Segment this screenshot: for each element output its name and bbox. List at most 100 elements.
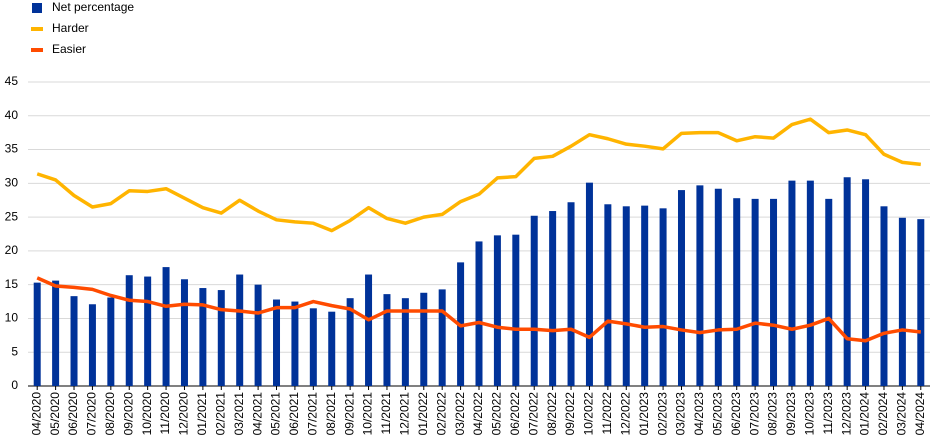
legend-label: Harder [52, 21, 89, 35]
x-tick-label: 12/2020 [177, 392, 191, 436]
bar [291, 301, 299, 386]
x-tick-label: 01/2021 [195, 392, 209, 436]
bar [107, 297, 115, 386]
legend-marker [32, 3, 42, 13]
x-tick-label: 03/2021 [232, 392, 246, 436]
x-tick-label: 11/2022 [600, 392, 614, 435]
bar [567, 202, 575, 386]
bar [677, 190, 685, 386]
x-tick-label: 11/2020 [158, 392, 172, 435]
x-tick-label: 04/2020 [29, 392, 43, 436]
bar [309, 308, 317, 386]
x-tick-label: 10/2020 [140, 392, 154, 436]
bar [493, 235, 501, 386]
x-tick-label: 05/2023 [710, 392, 724, 436]
bar [862, 179, 870, 386]
x-tick-label: 10/2021 [361, 392, 375, 436]
x-tick-label: 08/2023 [766, 392, 780, 436]
bar [328, 311, 336, 386]
x-tick-label: 09/2023 [784, 392, 798, 436]
bar [273, 299, 281, 386]
bar [696, 185, 704, 386]
bar [917, 219, 925, 386]
bar [236, 274, 244, 386]
bar [549, 211, 557, 386]
y-tick-label: 0 [11, 378, 18, 392]
bar [401, 298, 409, 386]
x-tick-label: 07/2020 [85, 392, 99, 436]
x-tick-label: 03/2023 [674, 392, 688, 436]
x-tick-label: 02/2023 [655, 392, 669, 436]
line [36, 276, 921, 343]
x-tick-label: 01/2022 [416, 392, 430, 436]
bar [33, 282, 41, 386]
bar [346, 298, 354, 386]
x-tick-label: 07/2022 [526, 392, 540, 436]
bar [898, 217, 906, 386]
x-tick-label: 08/2022 [545, 392, 559, 436]
x-tick-label: 02/2024 [876, 392, 890, 436]
bar [180, 279, 188, 386]
x-tick-label: 10/2022 [582, 392, 596, 436]
bar [52, 280, 60, 386]
x-tick-label: 01/2024 [858, 392, 872, 436]
x-tick-label: 09/2021 [342, 392, 356, 436]
x-tick-label: 06/2021 [287, 392, 301, 436]
x-tick-label: 09/2020 [121, 392, 135, 436]
bar [751, 198, 759, 386]
x-tick-label: 12/2022 [618, 392, 632, 436]
y-tick-label: 30 [5, 176, 19, 190]
x-tick-label: 12/2021 [398, 392, 412, 436]
x-tick-label: 02/2021 [213, 392, 227, 436]
bar [475, 241, 483, 386]
y-tick-label: 45 [5, 74, 19, 88]
y-tick-label: 35 [5, 142, 19, 156]
bar [806, 180, 814, 386]
y-tick-label: 40 [5, 108, 19, 122]
x-tick-label: 05/2020 [48, 392, 62, 436]
x-tick-label: 08/2020 [103, 392, 117, 436]
x-tick-label: 06/2022 [508, 392, 522, 436]
bar [365, 274, 373, 386]
y-tick-label: 20 [5, 243, 19, 257]
bar [420, 292, 428, 386]
x-tick-label: 06/2023 [729, 392, 743, 436]
bar [125, 275, 133, 386]
x-tick-label: 11/2023 [821, 392, 835, 435]
x-tick-label: 05/2021 [269, 392, 283, 436]
bar [438, 289, 446, 386]
bar [254, 284, 262, 386]
bar [714, 188, 722, 386]
line [36, 117, 921, 233]
legend-label: Net percentage [52, 0, 134, 14]
bar [217, 290, 225, 386]
y-tick-label: 15 [5, 277, 19, 291]
bar [530, 215, 538, 386]
x-tick-label: 02/2022 [434, 392, 448, 436]
y-tick-label: 5 [11, 344, 18, 358]
x-tick-label: 01/2023 [637, 392, 651, 436]
bar [604, 204, 612, 386]
bar [512, 234, 520, 386]
x-tick-label: 06/2020 [66, 392, 80, 436]
x-tick-label: 04/2023 [692, 392, 706, 436]
bar [770, 198, 778, 386]
x-tick-label: 09/2022 [563, 392, 577, 436]
x-tick-label: 03/2022 [453, 392, 467, 436]
bar [880, 206, 888, 386]
x-tick-label: 10/2023 [803, 392, 817, 436]
x-tick-label: 04/2024 [913, 392, 927, 436]
bar [383, 294, 391, 386]
bar [622, 206, 630, 386]
x-tick-label: 08/2021 [324, 392, 338, 436]
y-tick-label: 25 [5, 209, 19, 223]
x-tick-label: 03/2024 [895, 392, 909, 436]
x-tick-label: 04/2021 [250, 392, 264, 436]
bar [88, 304, 96, 386]
bar [641, 205, 649, 386]
x-tick-label: 05/2022 [490, 392, 504, 436]
bar [733, 198, 741, 386]
bar [162, 267, 170, 386]
y-tick-label: 10 [5, 311, 19, 325]
legend-label: Easier [52, 42, 86, 56]
